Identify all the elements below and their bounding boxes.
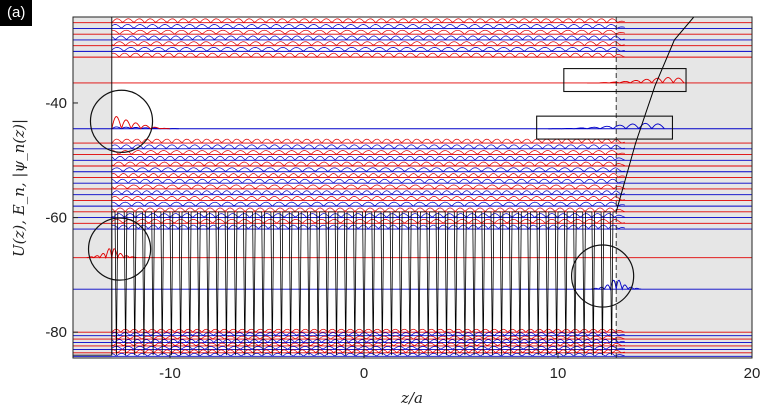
wavefunction xyxy=(111,207,625,213)
y-tick-label: -60 xyxy=(45,210,67,227)
gap-state-wavefunction xyxy=(587,77,685,84)
x-axis-label: z/a xyxy=(400,389,423,407)
x-ticks: -10 0 10 20 xyxy=(159,353,760,382)
wavefunction xyxy=(111,332,625,337)
x-tick-label: -10 xyxy=(159,365,181,382)
wavefunctions xyxy=(86,18,685,357)
surface-wavefunction xyxy=(111,116,170,130)
y-tick-label: -40 xyxy=(45,95,67,112)
wavefunction xyxy=(111,339,625,343)
wavefunction xyxy=(111,47,625,52)
wavefunction xyxy=(111,178,625,184)
shaded-region xyxy=(616,17,752,358)
wavefunction xyxy=(111,52,625,58)
y-ticks: -80 -60 -40 xyxy=(45,95,78,341)
wavefunction xyxy=(111,335,625,340)
annotation-circle xyxy=(89,89,154,153)
plot-frame xyxy=(72,16,753,359)
annotation-circle xyxy=(570,244,635,308)
potential-wells xyxy=(73,211,617,356)
wavefunction xyxy=(111,328,625,333)
wavefunction xyxy=(111,144,625,150)
gap-state-wavefunction xyxy=(548,122,665,130)
shaded-region xyxy=(73,17,112,358)
annotations xyxy=(87,68,687,308)
shaded-regions xyxy=(73,17,752,358)
y-tick-label: -80 xyxy=(45,324,67,341)
wavefunction xyxy=(111,24,625,29)
wavefunction xyxy=(111,346,625,350)
y-axis-label: U(z), E_n, |ψ_n(z)| xyxy=(10,119,28,257)
wavefunction xyxy=(111,41,625,47)
energy-levels xyxy=(73,22,752,357)
x-tick-label: 0 xyxy=(360,365,368,382)
x-tick-label: 20 xyxy=(744,365,761,382)
wavefunction xyxy=(111,35,625,41)
wavefunction xyxy=(111,184,625,190)
wavefunction xyxy=(111,173,625,178)
wavefunction xyxy=(111,161,625,167)
wavefunction xyxy=(111,155,625,161)
annotation-circle xyxy=(87,217,152,281)
wavefunction xyxy=(111,352,625,357)
wavefunction xyxy=(111,190,625,196)
panel-label: (a) xyxy=(0,0,33,26)
annotation-box xyxy=(563,68,687,93)
wavefunction xyxy=(111,167,625,173)
wavefunction xyxy=(111,150,625,155)
wavefunction xyxy=(111,349,625,354)
wavefunction xyxy=(111,201,625,207)
x-tick-label: 10 xyxy=(550,365,567,382)
potential-exit-curve xyxy=(615,17,695,213)
wavefunction xyxy=(111,196,625,201)
annotation-box xyxy=(536,115,674,140)
wavefunction xyxy=(111,138,625,144)
wavefunction xyxy=(111,342,625,347)
wavefunction xyxy=(111,18,625,24)
potential-curve xyxy=(73,17,695,358)
wavefunction xyxy=(111,29,625,35)
